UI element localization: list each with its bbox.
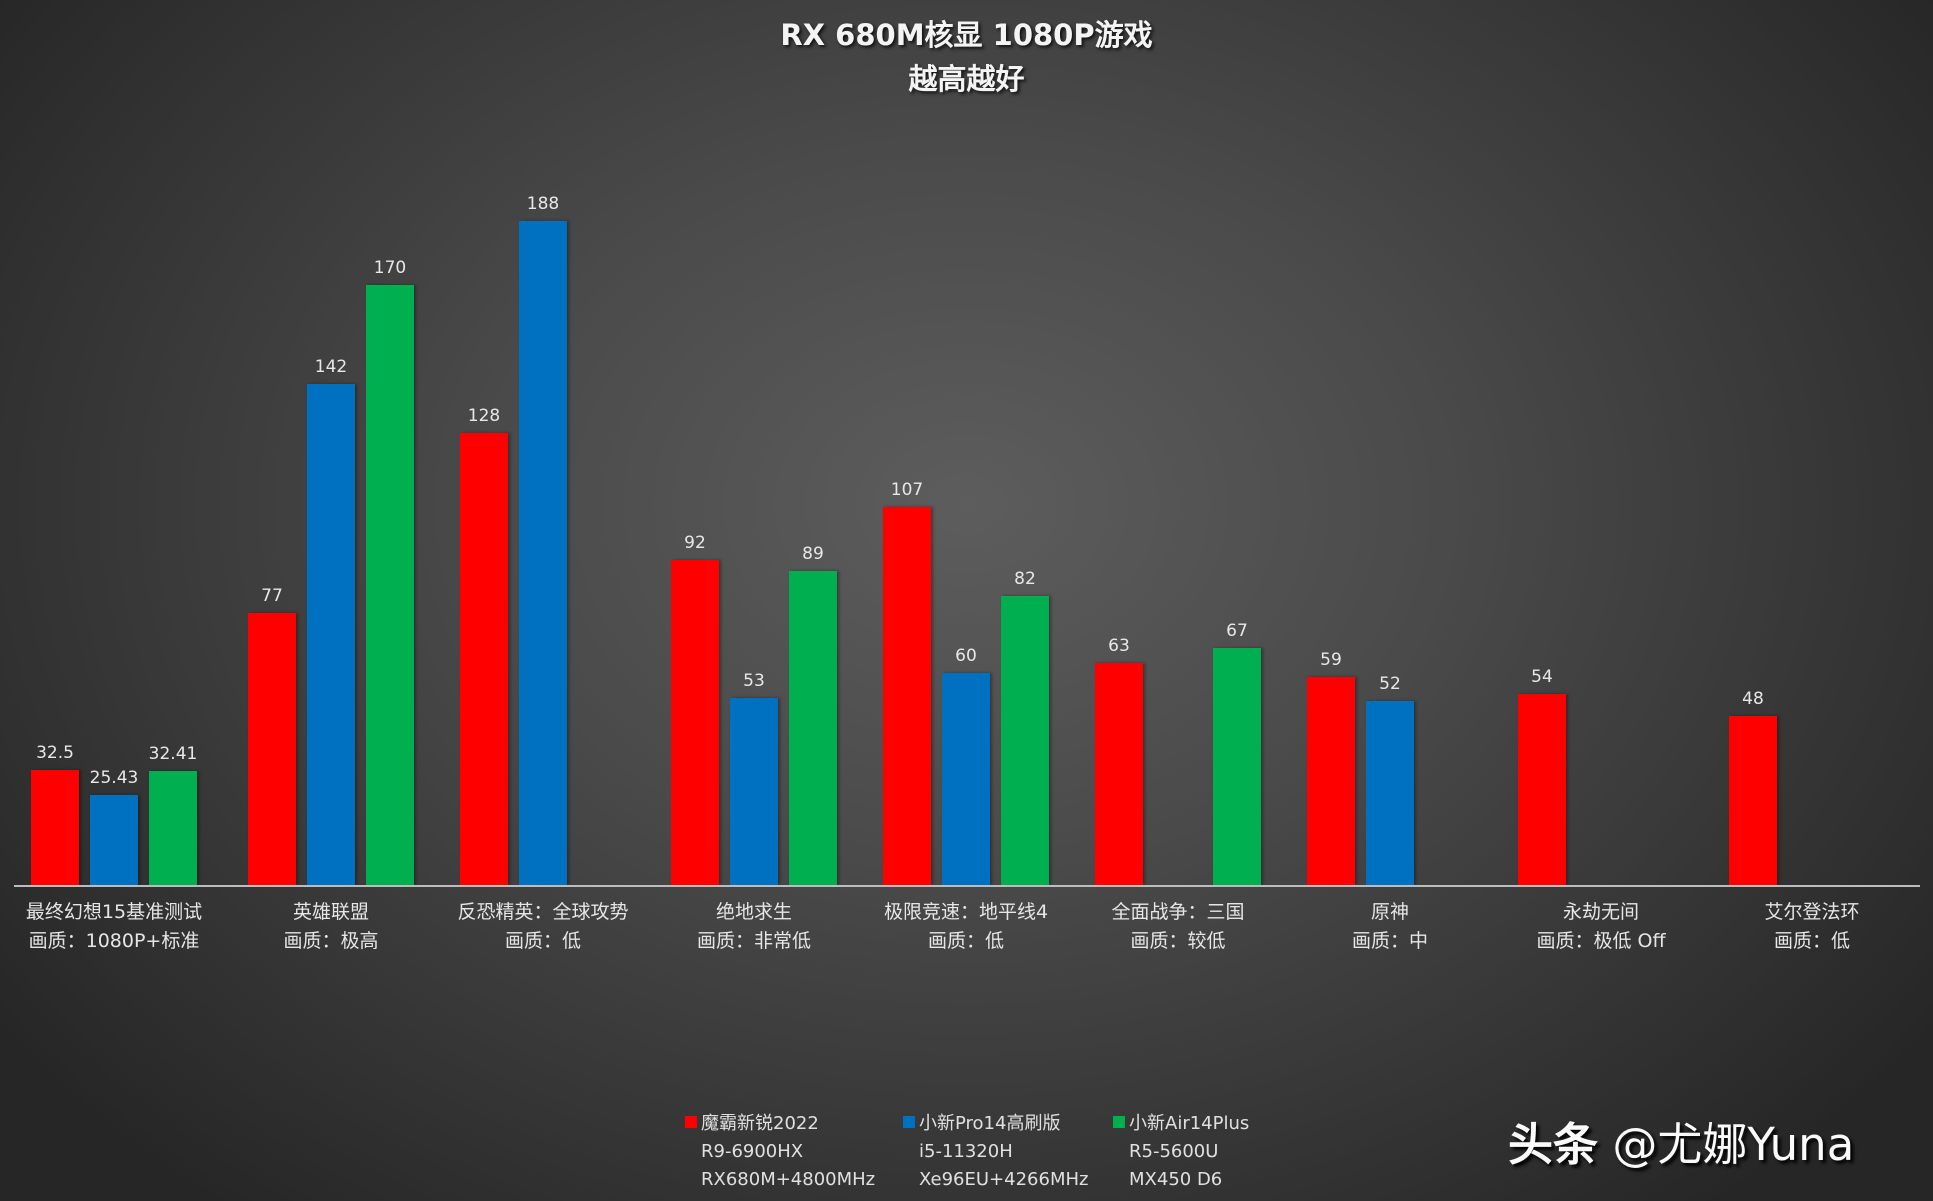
legend-series-name: 小新Air14Plus (1129, 1113, 1250, 1134)
category-label: 极限竞速：地平线4 画质：低 (846, 898, 1086, 956)
legend-series-detail: i5-11320H (919, 1141, 1013, 1162)
bar (248, 613, 296, 885)
data-label: 92 (684, 533, 706, 554)
category-quality: 画质：低 (927, 930, 1004, 952)
category-name: 最终幻想15基准测试 (25, 901, 203, 923)
category-label: 原神画质：中 (1270, 898, 1510, 956)
bar (1366, 701, 1414, 885)
category-label: 反恐精英：全球攻势 画质：低 (423, 898, 663, 956)
data-label: 77 (261, 586, 283, 607)
data-label: 82 (1014, 568, 1036, 589)
x-axis-line (14, 885, 1920, 887)
bar (1001, 595, 1049, 885)
bar (942, 673, 990, 885)
legend-series-detail: Xe96EU+4266MHz (919, 1169, 1089, 1190)
category-quality: 画质：极高 (283, 930, 379, 952)
watermark-platform: 头条 (1508, 1118, 1599, 1171)
data-label: 128 (467, 406, 501, 427)
bar (671, 560, 719, 885)
data-label: 48 (1742, 688, 1764, 709)
bar (519, 221, 567, 885)
data-label: 142 (314, 356, 348, 377)
legend-series-detail: MX450 D6 (1129, 1169, 1223, 1190)
category-name: 永劫无间 (1562, 901, 1639, 923)
bar (1213, 648, 1261, 885)
chart-subtitle: 越高越好 (908, 62, 1025, 96)
legend-series-name: 魔霸新锐2022 (701, 1113, 819, 1134)
category-quality: 画质：较低 (1130, 930, 1226, 952)
legend-item: 小新Pro14高刷版 i5-11320H Xe96EU+4266MHz (903, 1110, 1088, 1194)
data-label: 59 (1320, 649, 1342, 670)
legend-series-detail: R9-6900HX (701, 1141, 804, 1162)
category-name: 极限竞速：地平线4 (883, 901, 1049, 923)
category-quality: 画质：低 (1773, 930, 1850, 952)
category-name: 原神 (1370, 901, 1409, 923)
category-label: 全面战争：三国 画质：较低 (1058, 898, 1298, 956)
bar (1729, 715, 1777, 885)
bar (149, 770, 197, 885)
watermark-handle: @尤娜Yuna (1612, 1118, 1855, 1171)
legend-item: 魔霸新锐2022 R9-6900HX RX680M+4800MHz (685, 1110, 875, 1194)
data-label: 63 (1108, 635, 1130, 656)
bar (883, 507, 931, 885)
category-name: 艾尔登法环 (1764, 901, 1860, 923)
bar (307, 383, 355, 885)
bar (730, 697, 778, 885)
data-label: 32.41 (148, 743, 198, 764)
data-label: 53 (743, 670, 765, 691)
legend-series-name: 小新Pro14高刷版 (919, 1113, 1061, 1134)
category-quality: 画质：1080P+标准 (28, 930, 200, 952)
data-label: 170 (373, 257, 407, 278)
watermark: 头条 @尤娜Yuna (1508, 1108, 1854, 1173)
category-quality: 画质：中 (1351, 930, 1428, 952)
legend-swatch (685, 1116, 697, 1128)
data-label: 188 (526, 194, 560, 215)
bar (460, 433, 508, 885)
category-label: 艾尔登法环画质：低 (1692, 898, 1932, 956)
legend-series-detail: RX680M+4800MHz (701, 1169, 876, 1190)
category-name: 全面战争：三国 (1111, 901, 1245, 923)
bar (366, 284, 414, 885)
data-label: 54 (1531, 667, 1553, 688)
category-label: 英雄联盟画质：极高 (211, 898, 451, 956)
bar (1095, 662, 1143, 885)
chart-title: RX 680M核显 1080P游戏 (780, 18, 1153, 52)
category-label: 最终幻想15基准测试 画质：1080P+标准 (0, 898, 234, 956)
data-label: 89 (802, 543, 824, 564)
category-name: 反恐精英：全球攻势 (457, 901, 629, 923)
legend-series-detail: R5-5600U (1129, 1141, 1219, 1162)
data-label: 52 (1379, 674, 1401, 695)
bar (90, 795, 138, 885)
data-label: 60 (955, 646, 977, 667)
bar (1518, 694, 1566, 885)
data-label: 25.43 (89, 768, 139, 789)
bar (789, 570, 837, 885)
data-label: 107 (890, 480, 924, 501)
category-label: 绝地求生画质：非常低 (634, 898, 874, 956)
category-quality: 画质：非常低 (696, 930, 811, 952)
category-quality: 画质：低 (504, 930, 581, 952)
bar (31, 770, 79, 885)
category-name: 绝地求生 (715, 901, 792, 923)
legend-swatch (1113, 1116, 1125, 1128)
data-label: 32.5 (36, 743, 74, 764)
legend-item: 小新Air14Plus R5-5600U MX450 D6 (1113, 1110, 1249, 1194)
legend-swatch (903, 1116, 915, 1128)
data-label: 67 (1226, 621, 1248, 642)
category-name: 英雄联盟 (292, 901, 369, 923)
category-quality: 画质：极低 Off (1536, 930, 1666, 952)
bar (1307, 676, 1355, 885)
category-label: 永劫无间画质：极低 Off (1481, 898, 1721, 956)
